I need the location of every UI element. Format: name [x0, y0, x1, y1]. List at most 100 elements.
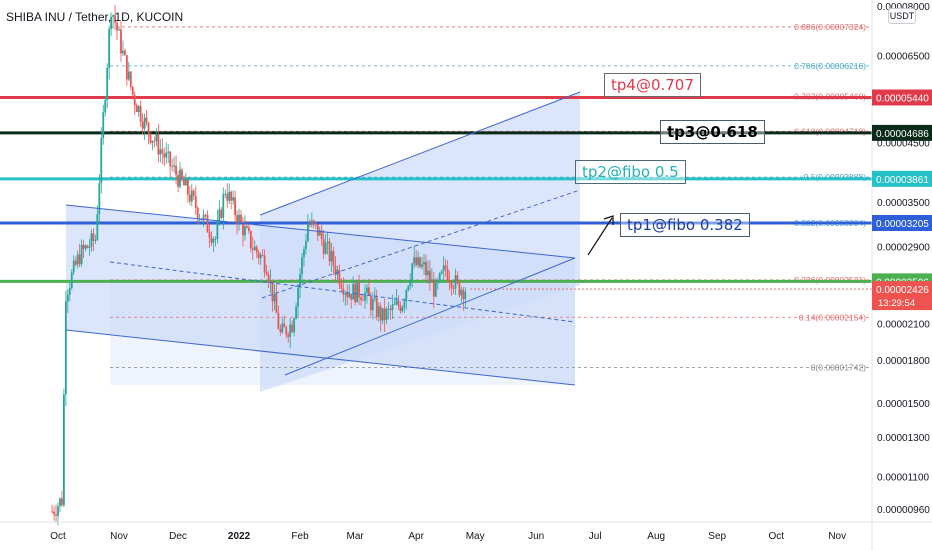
candle-body [413, 257, 416, 264]
candle-body [307, 224, 309, 242]
tp4-annotation[interactable]: tp4@0.707 [604, 73, 701, 97]
y-tick-label: 0.00001300 [877, 433, 930, 444]
candle-body [230, 191, 233, 201]
current-price-label: 0.00002426 [876, 285, 929, 296]
candle-body [108, 28, 111, 68]
candle-body [434, 281, 437, 297]
candle-body [253, 246, 256, 251]
candle-body [362, 299, 364, 301]
candle-body [78, 254, 81, 265]
candle-body [462, 289, 465, 300]
candle-body [234, 197, 236, 216]
candle-body [344, 293, 347, 295]
x-tick-label: 2022 [228, 531, 251, 542]
candle-body [183, 179, 185, 186]
candle-body [192, 190, 195, 196]
candle-body [255, 246, 258, 253]
candle-body [452, 288, 455, 290]
desc-channel-mid [109, 261, 576, 323]
candle-body [153, 140, 156, 142]
candle-body [66, 294, 69, 302]
candle-body [240, 214, 242, 222]
candle-body [440, 271, 443, 274]
price-tag [872, 89, 932, 106]
desc-channel-top [65, 204, 576, 259]
candle-body [281, 323, 284, 333]
candle-body [57, 506, 59, 516]
fib-level-label: 0(0.00001742) [811, 363, 866, 373]
candle-body [328, 241, 331, 262]
candle-body [110, 16, 113, 29]
candle-body [352, 283, 355, 300]
price-tag [872, 215, 932, 232]
fib-level-label: 0.5(0.00003888) [804, 172, 867, 182]
candle-body [450, 282, 453, 289]
asc-channel-bottom [284, 257, 576, 376]
candle-body [210, 237, 213, 243]
current-price-tag [872, 281, 932, 311]
candle-body [246, 226, 248, 228]
candle-body [279, 328, 282, 333]
candle-body [86, 245, 89, 248]
candle-body [127, 71, 130, 80]
candle-body [206, 214, 209, 233]
candle-body [458, 281, 461, 296]
candle-body [454, 275, 457, 289]
x-tick-label: Feb [291, 531, 309, 542]
asc-channel-top [259, 91, 581, 216]
candle-body [299, 274, 301, 288]
candle-body [393, 304, 396, 305]
candle-body [242, 221, 244, 236]
candle-body [51, 511, 53, 513]
x-tick-label: Dec [169, 531, 187, 542]
candle-body [432, 279, 435, 297]
candle-body [273, 294, 276, 302]
candle-body [427, 270, 429, 276]
candle-body [377, 306, 380, 317]
candle-body [429, 270, 431, 283]
candle-body [297, 287, 299, 307]
candle-body [373, 297, 376, 300]
candle-body [173, 165, 175, 167]
candle-body [61, 498, 63, 506]
candle-body [291, 324, 294, 333]
candle-body [159, 149, 162, 155]
x-tick-label: Mar [347, 531, 365, 542]
candle-body [190, 190, 193, 202]
candle-body [312, 220, 315, 224]
candle-body [405, 289, 408, 302]
candle-body [342, 288, 345, 295]
price-tag-label: 0.00003205 [876, 219, 929, 230]
candle-body [82, 244, 85, 249]
candle-body [269, 280, 272, 283]
candle-body [161, 149, 164, 154]
candle-body [417, 257, 419, 266]
y-tick-label: 0.00001500 [877, 399, 930, 410]
y-tick-label: 0.00004500 [877, 138, 930, 149]
tp1-annotation[interactable]: tp1@fibo 0.382 [620, 213, 750, 237]
candle-body [100, 138, 103, 184]
candle-body [224, 193, 227, 195]
tp3-annotation[interactable]: tp3@0.618 [660, 120, 765, 144]
candle-body [358, 281, 360, 298]
candle-body [263, 255, 266, 273]
desc-channel-bottom [65, 329, 576, 386]
y-tick-label: 0.00002900 [877, 243, 930, 254]
tp2-annotation[interactable]: tp2@fibo 0.5 [575, 160, 686, 184]
currency-badge[interactable]: USDT [888, 8, 916, 24]
candle-body [96, 214, 99, 240]
candle-body [401, 307, 404, 311]
candle-body [285, 327, 288, 335]
candle-body [222, 194, 225, 218]
y-tick-label: 0.00000960 [877, 505, 930, 516]
candle-body [155, 134, 158, 142]
x-tick-label: Aug [647, 531, 665, 542]
candle-body [322, 239, 325, 254]
candle-body [80, 244, 83, 265]
y-tick-label: 0.00001100 [877, 473, 930, 484]
fib-level-label: 0.618(0.00004718) [794, 126, 866, 136]
candle-body [244, 226, 246, 236]
y-tick-label: 0.00006500 [877, 51, 930, 62]
